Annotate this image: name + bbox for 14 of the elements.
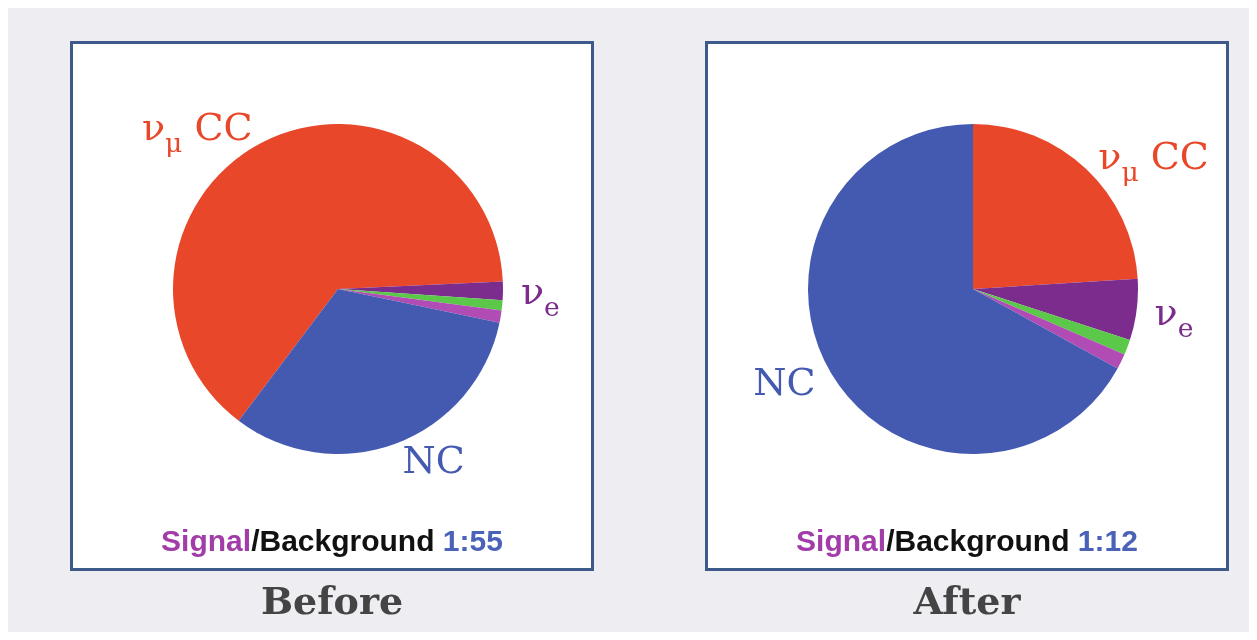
slice-label: NC — [402, 438, 465, 483]
slice-label: ν$_{e}$ — [520, 269, 560, 323]
text: Signal/Background 1:12 — [796, 524, 1138, 557]
pie-slice — [973, 289, 1130, 355]
slice-label: ν$_{μ}$ CC — [1098, 133, 1209, 187]
pie-slice — [973, 278, 1138, 340]
slice-label: NC — [753, 360, 816, 405]
pie-slice — [973, 124, 1138, 289]
text: Before — [259, 578, 405, 623]
slice-label: ν$_{μ}$ CC — [141, 105, 253, 159]
text: After — [912, 578, 1022, 623]
text: Signal/Background 1:55 — [161, 524, 503, 557]
pie-slice — [338, 289, 502, 323]
slice-label: ν$_{e}$ — [1154, 289, 1194, 343]
